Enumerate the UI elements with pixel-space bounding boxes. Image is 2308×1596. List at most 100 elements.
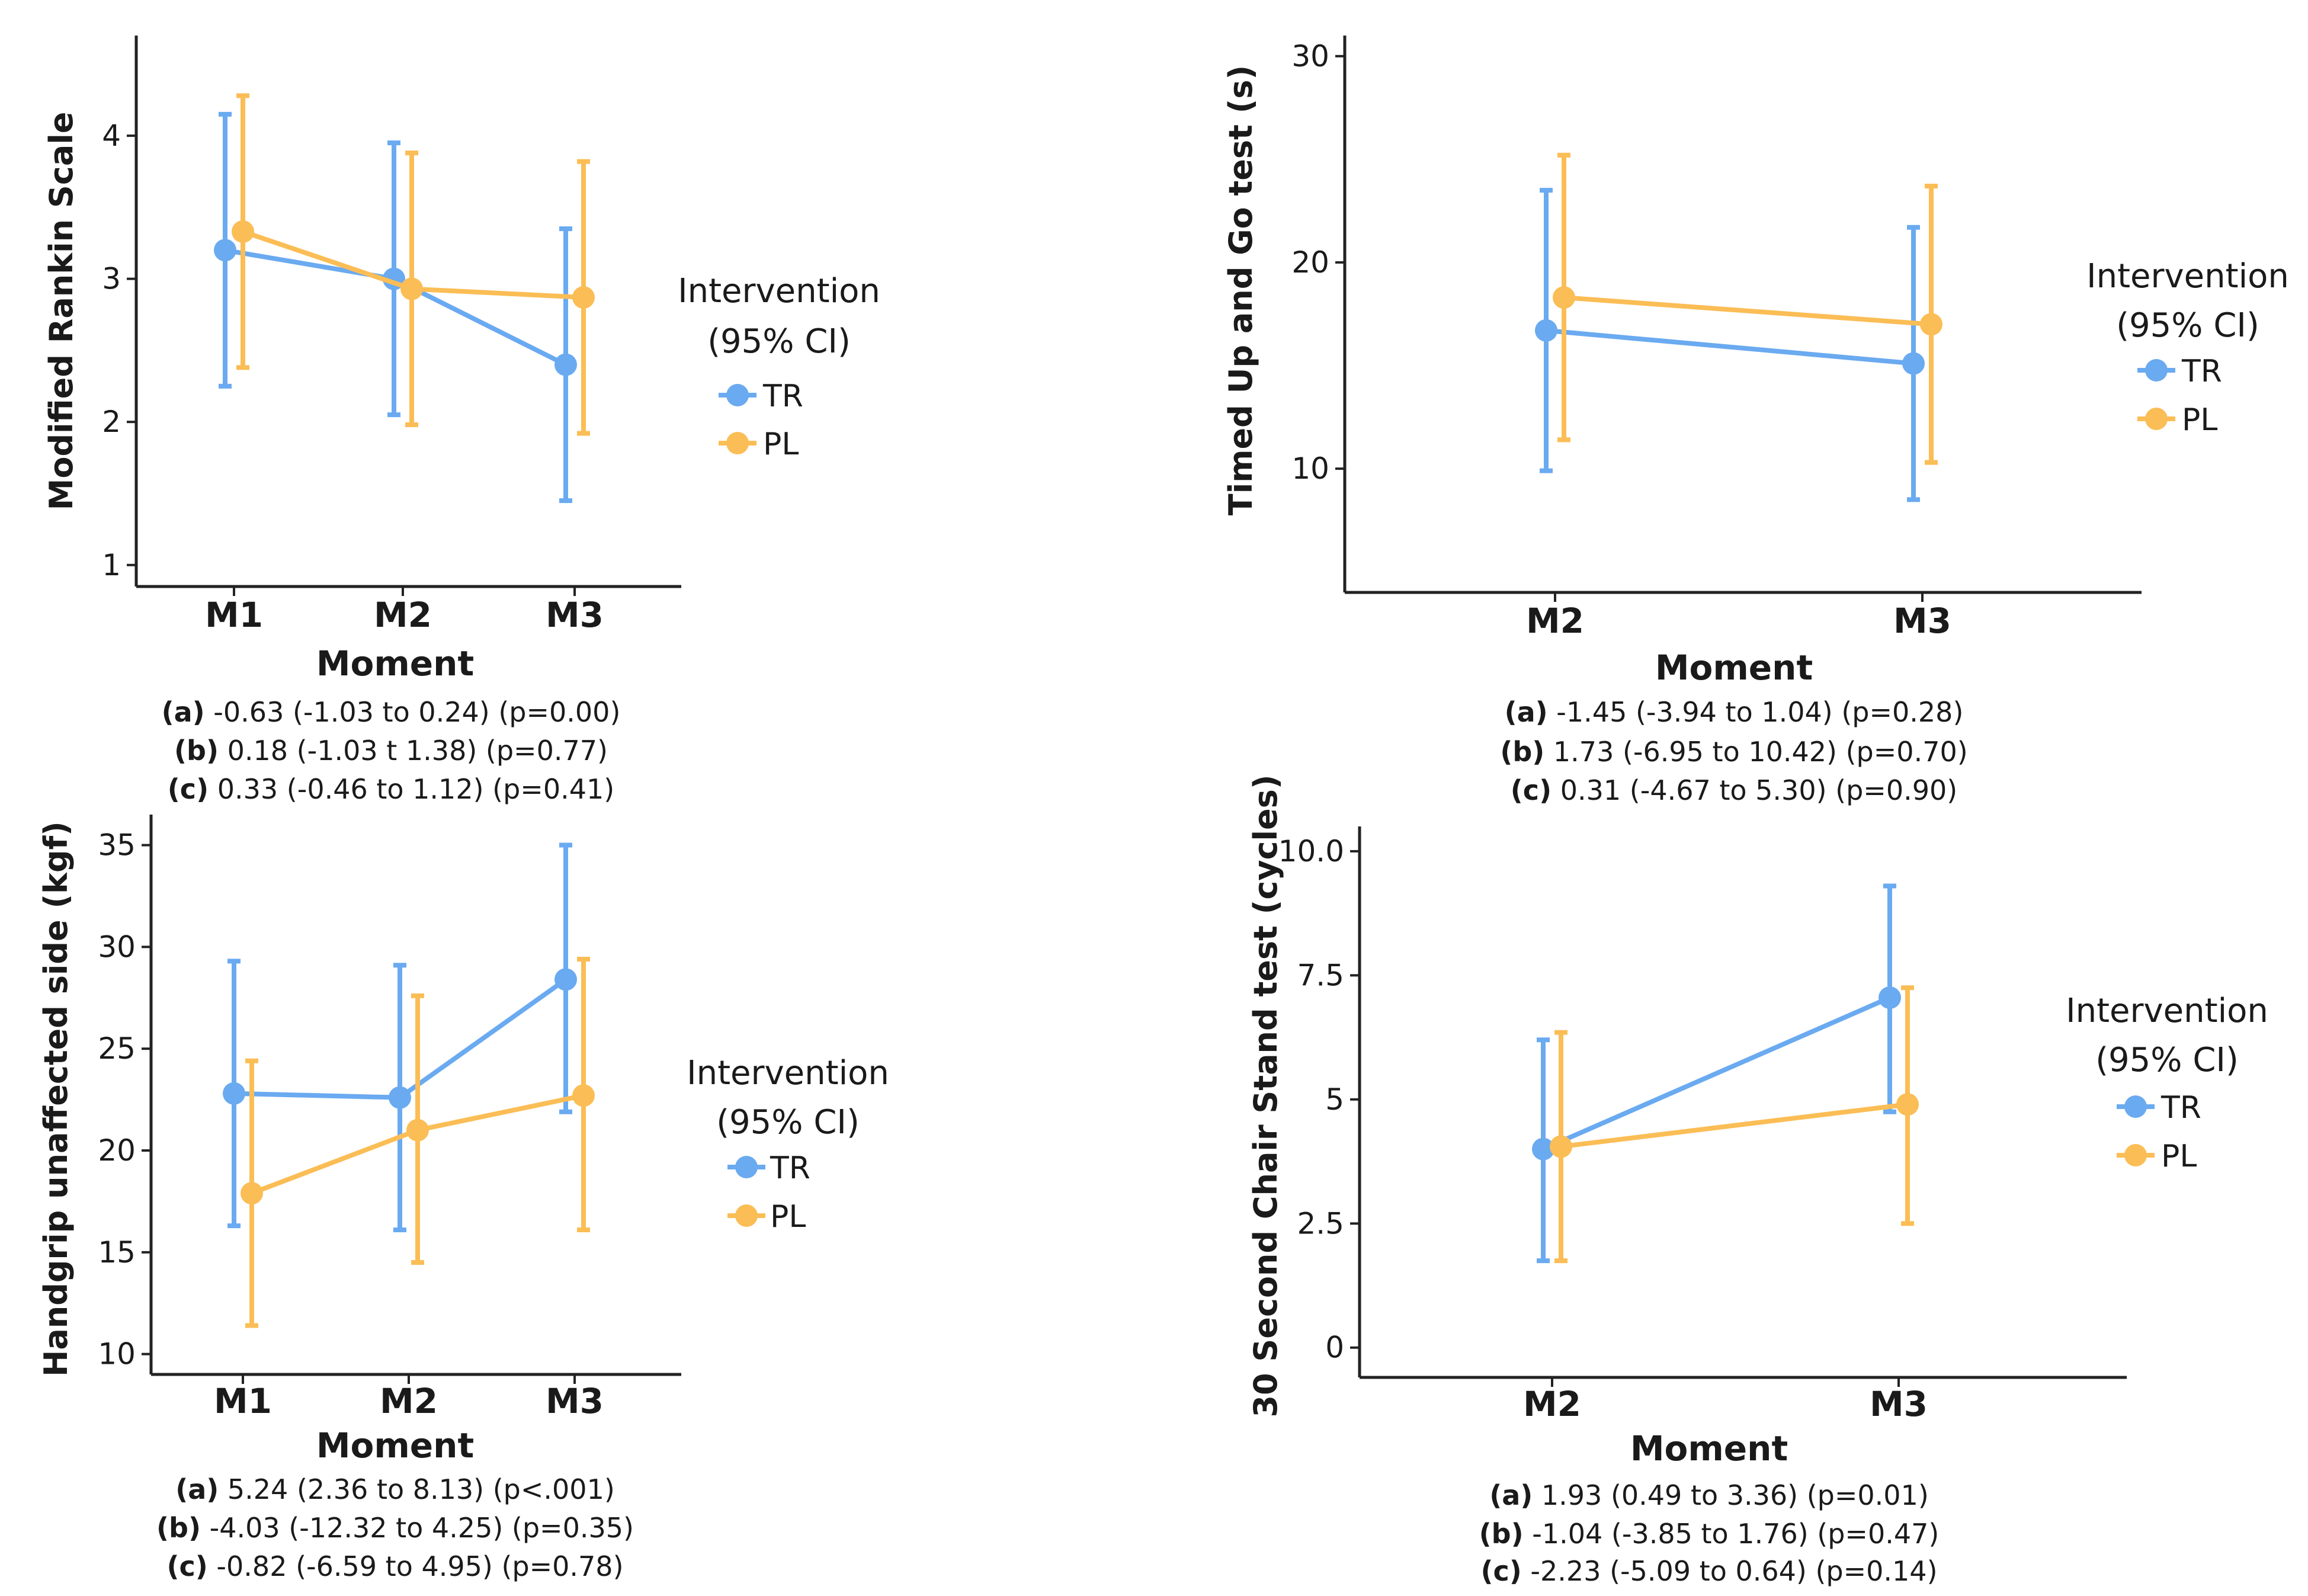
stat-line: (b) 1.73 (-6.95 to 10.42) (p=0.70) — [1500, 736, 1967, 768]
x-tick-label: M3 — [1893, 601, 1951, 641]
legend-title: Intervention — [2066, 992, 2268, 1030]
chart-panel: 10 20 30 M2 M3 Moment Timed Up and Go test (s)… — [1222, 36, 2289, 806]
y-tick-label: 3 — [102, 262, 121, 296]
legend-subtitle: (95% CI) — [707, 322, 851, 361]
y-tick-label: 10 — [98, 1337, 136, 1371]
series-PL — [241, 956, 595, 1328]
y-tick-label: 10.0 — [1278, 834, 1344, 868]
x-tick-label: M2 — [374, 595, 432, 635]
stat-line: (a) 5.24 (2.36 to 8.13) (p<.001) — [175, 1473, 615, 1505]
legend-swatch-point — [2145, 408, 2168, 430]
y-tick-label: 10 — [1291, 451, 1329, 486]
y-tick-label: 7.5 — [1297, 958, 1344, 992]
stat-line: (b) -4.03 (-12.32 to 4.25) (p=0.35) — [156, 1512, 634, 1544]
stat-value: 0.33 (-0.46 to 1.12) (p=0.41) — [209, 773, 614, 805]
stat-value: 5.24 (2.36 to 8.13) (p<.001) — [219, 1473, 615, 1505]
stat-key: (a) — [1505, 696, 1548, 728]
series-TR — [1532, 883, 1901, 1264]
legend-title: Intervention — [2086, 257, 2289, 296]
stat-value: 0.18 (-1.03 t 1.38) (p=0.77) — [219, 735, 608, 767]
stat-line: (a) -0.63 (-1.03 to 0.24) (p=0.00) — [162, 696, 621, 728]
stat-line: (b) 0.18 (-1.03 t 1.38) (p=0.77) — [174, 735, 608, 767]
legend-swatch-point — [2124, 1095, 2147, 1118]
legend-swatch-point — [735, 1204, 758, 1227]
series-line — [1546, 328, 1914, 366]
x-tick-label: M2 — [1523, 1384, 1581, 1424]
y-axis-title: Handgrip unaffected side (kgf) — [37, 821, 75, 1377]
stat-key: (b) — [156, 1512, 201, 1544]
legend-label: PL — [2182, 402, 2217, 438]
legend-swatch-point — [2145, 359, 2168, 382]
data-point — [389, 1086, 411, 1109]
series-line — [1560, 1102, 1908, 1149]
stat-value: 1.73 (-6.95 to 10.42) (p=0.70) — [1544, 736, 1967, 768]
legend-swatch-point — [2124, 1144, 2147, 1166]
series-TR — [214, 111, 577, 504]
stat-line: (c) 0.31 (-4.67 to 5.30) (p=0.90) — [1511, 774, 1957, 806]
data-point — [1532, 1137, 1554, 1161]
stat-key: (b) — [174, 735, 219, 767]
chart-panel: 10 15 20 25 30 35 M1 M2 M3 Moment Handgrip unaffec… — [37, 815, 889, 1582]
data-point — [1553, 286, 1575, 309]
legend-subtitle: (95% CI) — [2116, 306, 2259, 345]
stat-key: (c) — [168, 773, 209, 805]
legend: Intervention (95% CI) TR PL — [2086, 257, 2289, 438]
stat-key: (c) — [1511, 774, 1552, 806]
stat-line: (c) 0.33 (-0.46 to 1.12) (p=0.41) — [168, 773, 614, 805]
x-axis-title: Moment — [1630, 1428, 1788, 1469]
x-tick-label: M2 — [380, 1381, 438, 1421]
legend-subtitle: (95% CI) — [2095, 1041, 2239, 1079]
series-TR — [1535, 188, 1925, 502]
y-tick-label: 1 — [102, 548, 121, 582]
data-point — [223, 1082, 245, 1105]
data-point — [554, 968, 577, 991]
chart-panel: 1 2 3 4 M1 M2 M3 Moment Modified Rankin Scale Int… — [43, 36, 880, 805]
stat-line: (a) -1.45 (-3.94 to 1.04) (p=0.28) — [1505, 696, 1964, 728]
data-point — [572, 1084, 595, 1107]
y-tick-label: 5 — [1325, 1082, 1344, 1117]
stat-value: 1.93 (0.49 to 3.36) (p=0.01) — [1533, 1479, 1929, 1511]
data-point — [1902, 352, 1925, 375]
y-tick-label: 2 — [102, 405, 121, 439]
stat-key: (c) — [166, 1550, 207, 1582]
stat-line: (a) 1.93 (0.49 to 3.36) (p=0.01) — [1489, 1479, 1929, 1511]
legend-label: PL — [2161, 1139, 2197, 1174]
y-tick-label: 25 — [98, 1031, 136, 1066]
y-tick-label: 0 — [1325, 1331, 1344, 1365]
x-tick-label: M1 — [205, 595, 263, 635]
data-point — [1550, 1135, 1572, 1158]
legend-swatch-point — [735, 1156, 758, 1178]
y-axis-title: Timed Up and Go test (s) — [1222, 65, 1259, 515]
legend-label: TR — [770, 1150, 810, 1186]
x-axis-title: Moment — [1655, 648, 1813, 688]
x-tick-label: M3 — [546, 1381, 604, 1421]
y-tick-label: 20 — [1291, 245, 1329, 280]
series-PL — [1550, 985, 1919, 1264]
data-point — [232, 220, 254, 243]
series-line — [1542, 995, 1891, 1152]
x-axis-title: Moment — [316, 1425, 474, 1466]
legend-label: PL — [770, 1199, 806, 1235]
stat-line: (c) -2.23 (-5.09 to 0.64) (p=0.14) — [1480, 1555, 1937, 1587]
stat-value: -1.45 (-3.94 to 1.04) (p=0.28) — [1548, 696, 1964, 728]
x-tick-label: M2 — [1526, 601, 1584, 641]
legend: Intervention (95% CI) TR PL — [687, 1054, 889, 1235]
series-line — [1563, 295, 1932, 327]
legend: Intervention (95% CI) TR PL — [2066, 992, 2268, 1174]
data-point — [572, 286, 595, 309]
data-point — [1896, 1093, 1919, 1116]
x-tick-label: M3 — [1870, 1384, 1928, 1424]
legend-label: TR — [2181, 354, 2222, 389]
series-PL — [232, 93, 595, 436]
y-axis-title: 30 Second Chair Stand test (cycles) — [1247, 774, 1284, 1417]
legend-title: Intervention — [678, 272, 880, 310]
stat-value: -0.82 (-6.59 to 4.95) (p=0.78) — [208, 1550, 624, 1582]
data-point — [1879, 986, 1901, 1009]
y-tick-label: 35 — [98, 828, 136, 863]
legend-swatch-point — [726, 384, 749, 406]
y-tick-label: 2.5 — [1297, 1206, 1344, 1241]
series-PL — [1553, 152, 1942, 465]
x-tick-label: M3 — [546, 595, 604, 635]
stat-key: (b) — [1479, 1518, 1524, 1550]
data-point — [214, 239, 236, 262]
